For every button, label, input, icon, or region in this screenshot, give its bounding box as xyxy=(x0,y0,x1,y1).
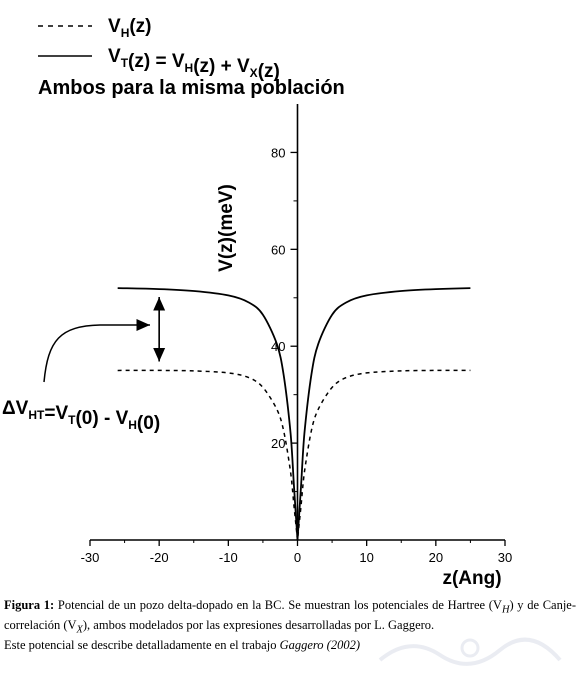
delta-label: ΔVHT=VT(0) - VH(0) xyxy=(2,398,160,434)
legend-dashed-label: VH(z) xyxy=(108,16,152,40)
legend-solid-label: VT(z) = VH(z) + VX(z) xyxy=(108,46,280,82)
y-tick-label: 60 xyxy=(271,242,285,257)
y-tick-label: 20 xyxy=(271,436,285,451)
pointer-arrow xyxy=(43,319,150,383)
series-line-solid xyxy=(117,287,471,541)
y-axis-title: V(z)(meV) xyxy=(216,184,237,272)
caption-text-3: ), ambos modelados por las expresiones d… xyxy=(82,618,435,632)
x-tick-label: 10 xyxy=(359,550,373,565)
legend: VH(z) VT(z) = VH(z) + VX(z) xyxy=(38,16,280,82)
y-tick-label: 80 xyxy=(271,145,285,160)
caption-line2: Este potencial se describe detalladament… xyxy=(4,638,280,652)
x-tick-label: 30 xyxy=(498,550,512,565)
x-tick-label: -20 xyxy=(150,550,169,565)
figure-caption: Figura 1: Potencial de un pozo delta-dop… xyxy=(4,598,576,654)
x-tick-label: -30 xyxy=(81,550,100,565)
x-tick-label: 0 xyxy=(294,550,301,565)
x-tick-label: 20 xyxy=(429,550,443,565)
x-axis-title: z(Ang) xyxy=(442,568,501,589)
caption-text-1: Potencial de un pozo delta-dopado en la … xyxy=(57,598,502,612)
chart-subtitle: Ambos para la misma población xyxy=(38,77,345,99)
caption-sub-2: X xyxy=(76,624,83,636)
delta-annotation: ΔVHT=VT(0) - VH(0) xyxy=(2,297,166,434)
x-tick-label: -10 xyxy=(219,550,238,565)
caption-label: Figura 1: xyxy=(4,598,55,612)
watermark-logo xyxy=(378,637,562,666)
series-line-dashed xyxy=(117,369,471,541)
caption-sub-1: H xyxy=(501,604,510,616)
caption-reference: Gaggero (2002) xyxy=(279,638,361,652)
plot-area xyxy=(117,287,471,541)
caption-text-2: ) y de Canje-correlación (V xyxy=(4,598,577,632)
